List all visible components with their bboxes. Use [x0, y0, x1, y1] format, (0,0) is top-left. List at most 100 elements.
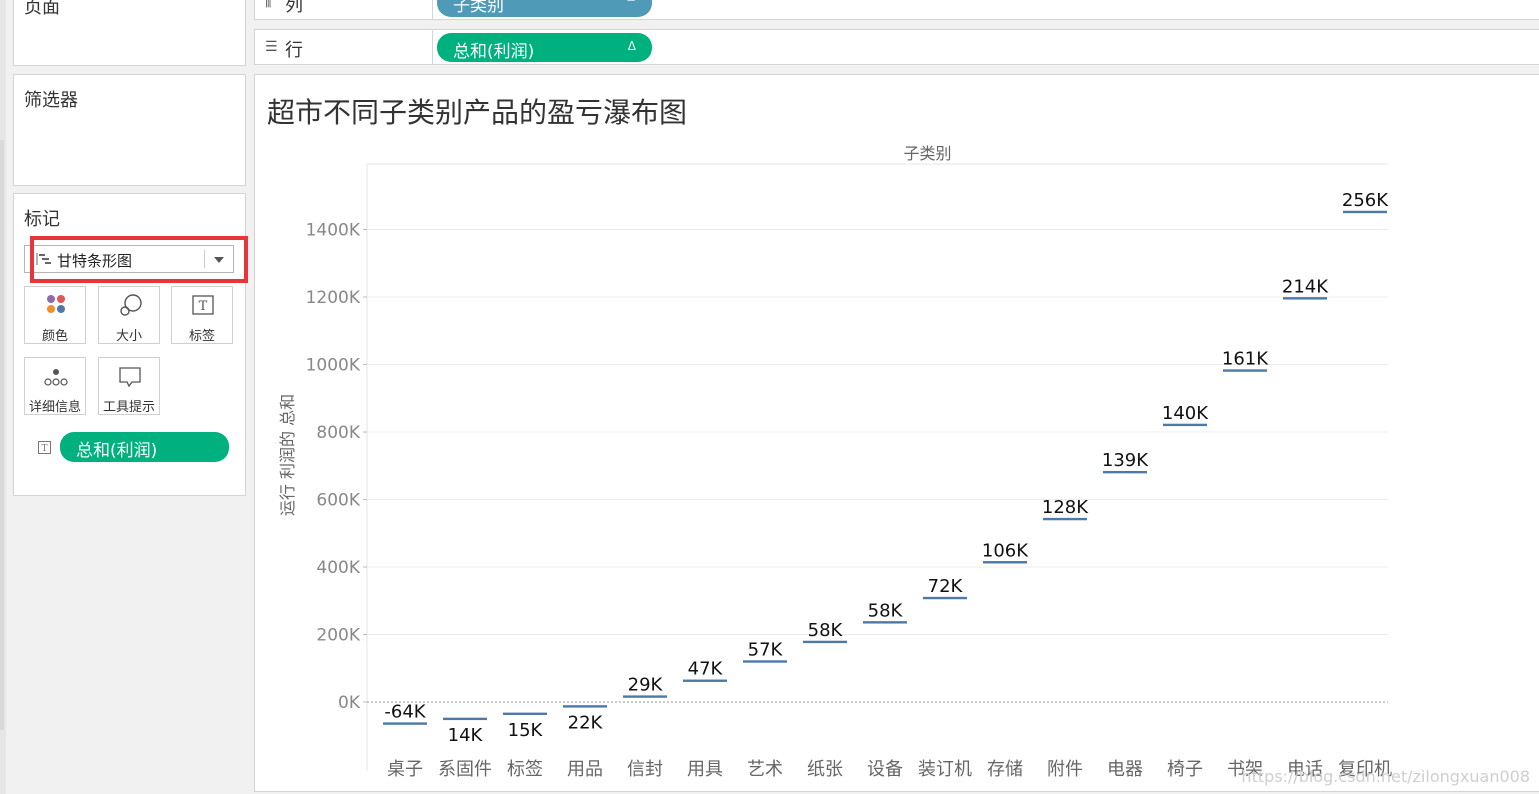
- text-label-icon: T: [192, 295, 214, 315]
- x-tick-label: 复印机: [1338, 759, 1392, 780]
- chevron-down-icon[interactable]: [214, 257, 224, 263]
- x-tick-label: 装订机: [918, 759, 972, 780]
- x-tick-label: 附件: [1047, 759, 1083, 780]
- data-label: 72K: [928, 576, 964, 597]
- color-button[interactable]: 颜色: [24, 286, 86, 344]
- rows-pill-label: 总和(利润): [453, 42, 535, 62]
- gantt-bar: [563, 705, 607, 708]
- x-tick-label: 书架: [1227, 759, 1263, 780]
- rows-pill-symbol: Δ: [627, 39, 636, 53]
- rows-shelf[interactable]: ☰ 行 总和(利润) Δ: [254, 29, 1539, 65]
- x-tick-label: 设备: [867, 759, 903, 780]
- gantt-bar: [983, 561, 1027, 564]
- y-tick-label: 600K: [316, 491, 360, 511]
- data-label: 14K: [448, 725, 484, 746]
- tooltip-button-label: 工具提示: [102, 400, 155, 415]
- y-tick-label: 400K: [316, 558, 360, 578]
- x-tick-label: 纸张: [807, 759, 843, 780]
- x-tick-label: 椅子: [1167, 759, 1203, 780]
- x-tick-label: 标签: [507, 759, 543, 780]
- data-label: -64K: [384, 702, 426, 723]
- data-label: 22K: [568, 712, 604, 733]
- data-label: 214K: [1282, 276, 1329, 297]
- left-edge-strip: [0, 0, 6, 794]
- x-tick-label: 电器: [1107, 759, 1143, 780]
- gantt-bar: [683, 679, 727, 682]
- data-label: 161K: [1222, 349, 1269, 370]
- x-tick-label: 电话: [1287, 759, 1323, 780]
- data-label: 256K: [1342, 190, 1389, 211]
- x-tick-label: 用具: [687, 759, 723, 780]
- detail-dots-icon: [44, 369, 68, 386]
- color-button-label: 颜色: [41, 329, 68, 344]
- tooltip-speech-icon: [119, 367, 141, 388]
- gantt-bar: [623, 695, 667, 698]
- gantt-bar: [503, 712, 547, 716]
- dropdown-separator: [204, 250, 205, 268]
- data-label: 58K: [808, 620, 844, 641]
- columns-pill-label: 子类别: [453, 0, 504, 16]
- data-label: 15K: [508, 720, 544, 741]
- gantt-bar: [1163, 423, 1207, 427]
- size-button-label: 大小: [115, 329, 142, 344]
- data-label: 106K: [982, 540, 1029, 561]
- detail-button[interactable]: 详细信息: [24, 357, 86, 415]
- y-tick-label: 1200K: [306, 288, 361, 308]
- columns-shelf-label: ⫼ 列: [255, 0, 433, 19]
- gantt-bar: [1283, 297, 1327, 300]
- gantt-bar: [443, 717, 487, 721]
- rows-icon: ☰: [265, 39, 278, 55]
- gantt-bar: [1043, 517, 1087, 521]
- waterfall-chart[interactable]: 子类别 0K 200K 400K 600K 800K 1000K 1200K 1400K 运行 利…: [255, 75, 1539, 793]
- rows-label: 行: [285, 40, 303, 61]
- gantt-bar: [1223, 369, 1267, 372]
- y-tick-label: 0K: [338, 693, 361, 713]
- columns-pill[interactable]: 子类别 −: [437, 0, 652, 17]
- svg-text:T: T: [199, 299, 208, 314]
- rows-shelf-label: ☰ 行: [255, 30, 433, 64]
- marks-field-pill[interactable]: 总和(利润): [60, 432, 229, 462]
- columns-icon: ⫼: [265, 0, 272, 10]
- data-label: 29K: [628, 675, 664, 696]
- columns-label: 列: [285, 0, 303, 16]
- svg-text:T: T: [41, 444, 47, 454]
- data-label: 139K: [1102, 450, 1149, 471]
- gantt-bar: [803, 640, 847, 644]
- mark-type-dropdown[interactable]: 甘特条形图: [24, 245, 234, 273]
- text-mark-icon: T: [38, 441, 51, 454]
- data-label: 140K: [1162, 403, 1209, 424]
- data-label: 58K: [868, 600, 904, 621]
- color-dots-icon: [47, 295, 65, 313]
- size-button[interactable]: 大小: [98, 286, 160, 344]
- data-label: 47K: [688, 659, 724, 680]
- viz-title: 超市不同子类别产品的盈亏瀑布图: [267, 96, 688, 129]
- y-tick-label: 200K: [316, 626, 360, 646]
- tooltip-button[interactable]: 工具提示: [98, 357, 160, 415]
- gantt-bar: [383, 722, 427, 725]
- gantt-bar: [923, 596, 967, 600]
- annotation-highlight-box: [30, 236, 248, 283]
- size-circles-icon: [120, 294, 142, 316]
- y-tick-label: 1400K: [306, 221, 361, 241]
- gantt-bar: [743, 660, 787, 663]
- pages-card: 页面: [13, 0, 246, 66]
- label-button[interactable]: T 标签: [171, 286, 233, 344]
- label-button-label: 标签: [188, 329, 215, 344]
- data-label: 128K: [1042, 497, 1089, 518]
- filters-card[interactable]: 筛选器: [13, 74, 246, 186]
- y-axis-title: 运行 利润的 总和: [278, 394, 297, 516]
- detail-button-label: 详细信息: [28, 400, 81, 415]
- pages-title: 页面: [24, 0, 60, 18]
- gantt-bar-icon: [36, 253, 51, 265]
- x-tick-label: 艺术: [747, 759, 783, 780]
- mark-type-label: 甘特条形图: [57, 252, 133, 270]
- marks-card: 标记 甘特条形图 颜色 大小 T 标签: [13, 193, 246, 496]
- viz-pane[interactable]: 超市不同子类别产品的盈亏瀑布图 子类别 0K 200K 400K 600K 800K 100…: [254, 74, 1539, 792]
- x-tick-label: 存储: [987, 759, 1023, 780]
- rows-pill[interactable]: 总和(利润) Δ: [437, 33, 652, 62]
- y-tick-label: 800K: [316, 423, 360, 443]
- columns-shelf[interactable]: ⫼ 列 子类别 −: [254, 0, 1539, 20]
- marks-title: 标记: [24, 209, 60, 230]
- gantt-bar: [1343, 210, 1387, 214]
- left-scrollbar[interactable]: [0, 140, 4, 730]
